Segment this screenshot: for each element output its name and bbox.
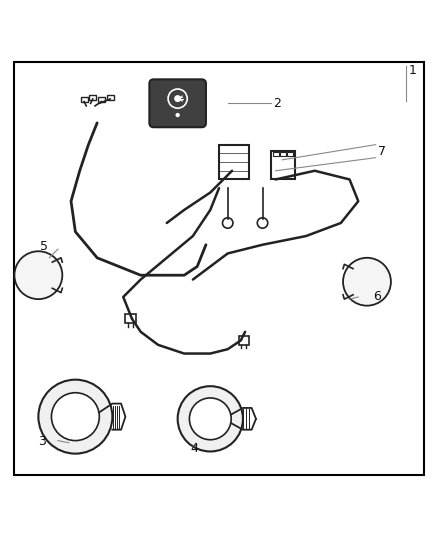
- Bar: [98, 97, 105, 102]
- Text: 1: 1: [408, 64, 416, 77]
- Bar: [287, 152, 293, 156]
- Circle shape: [39, 379, 113, 454]
- Circle shape: [257, 218, 268, 228]
- Circle shape: [168, 89, 187, 108]
- Bar: [107, 94, 114, 100]
- Circle shape: [176, 113, 180, 117]
- Bar: [81, 97, 88, 102]
- Bar: [125, 314, 136, 323]
- FancyBboxPatch shape: [149, 79, 206, 127]
- Bar: [271, 151, 295, 180]
- Bar: [219, 144, 250, 180]
- Text: 6: 6: [374, 290, 381, 303]
- Circle shape: [51, 393, 99, 441]
- Circle shape: [189, 398, 231, 440]
- Text: 7: 7: [378, 144, 386, 158]
- Bar: [89, 94, 96, 100]
- Text: 5: 5: [40, 240, 48, 253]
- Circle shape: [178, 386, 243, 451]
- Circle shape: [343, 258, 391, 305]
- Bar: [273, 152, 279, 156]
- Bar: [280, 152, 286, 156]
- Text: 2: 2: [273, 97, 281, 110]
- Text: 3: 3: [39, 435, 46, 448]
- Text: 4: 4: [191, 442, 198, 455]
- Circle shape: [223, 218, 233, 228]
- Circle shape: [174, 95, 181, 102]
- Bar: [239, 336, 250, 345]
- Circle shape: [14, 251, 62, 299]
